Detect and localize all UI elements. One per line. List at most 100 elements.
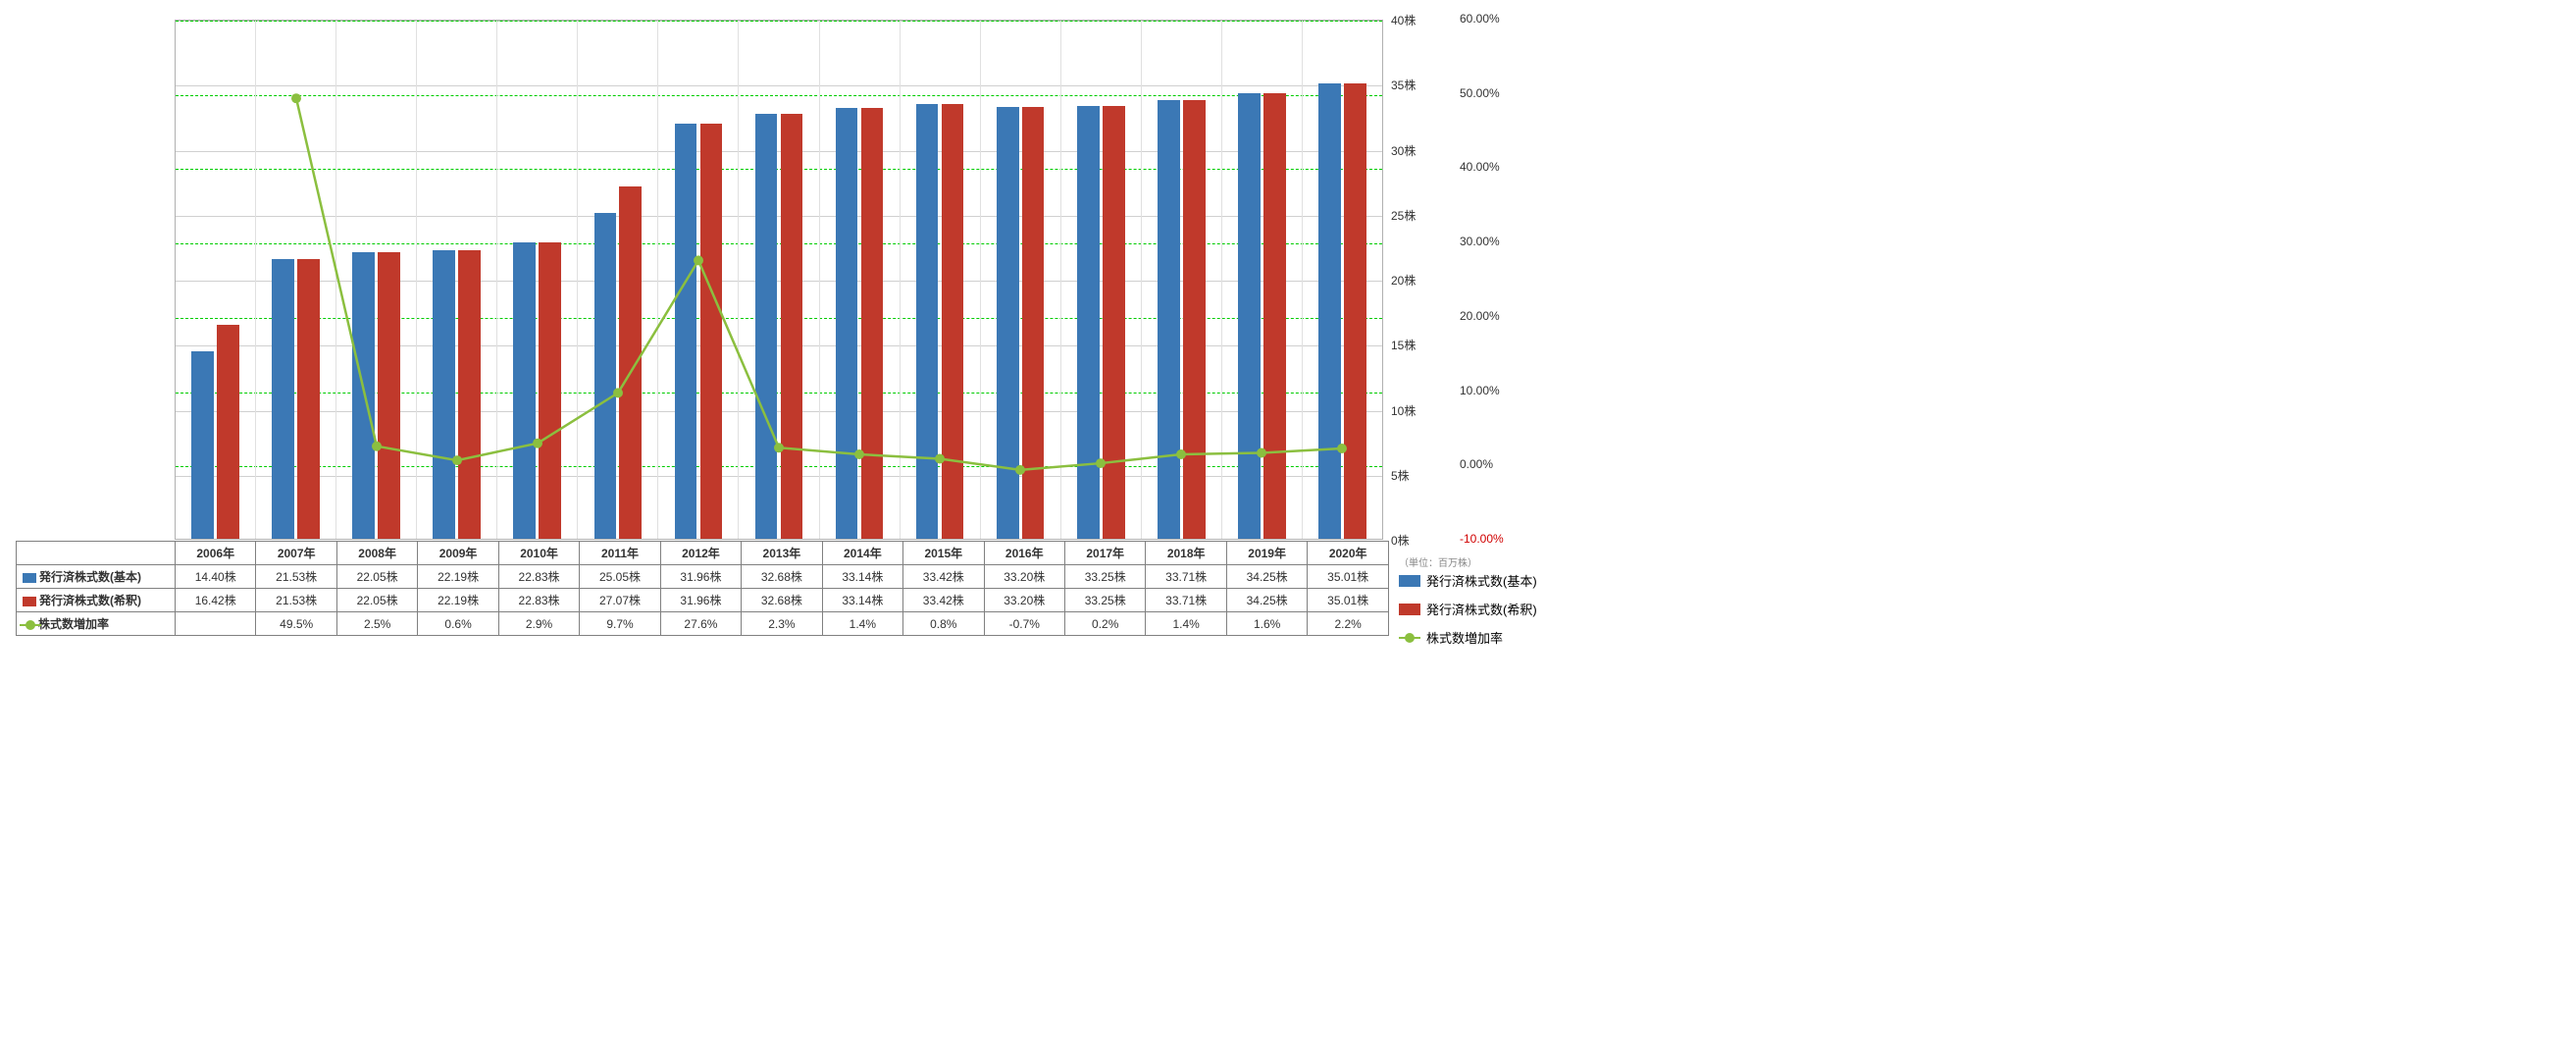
bar-basic bbox=[675, 124, 697, 539]
bar-diluted bbox=[861, 108, 884, 539]
table-cell: 33.42株 bbox=[903, 589, 984, 612]
year-slot bbox=[981, 21, 1061, 539]
table-col-header: 2011年 bbox=[580, 542, 660, 565]
table-cell: 33.42株 bbox=[903, 565, 984, 589]
legend: 発行済株式数(基本) 発行済株式数(希釈) 株式数増加率 bbox=[1399, 571, 1537, 657]
legend-item-growth: 株式数増加率 bbox=[1399, 628, 1537, 647]
table-cell: 34.25株 bbox=[1226, 565, 1307, 589]
table-col-header: 2019年 bbox=[1226, 542, 1307, 565]
unit-note: （単位：百万株） bbox=[1399, 554, 1477, 569]
bar-basic bbox=[513, 242, 536, 539]
bar-diluted bbox=[942, 104, 964, 539]
table-corner bbox=[17, 542, 176, 565]
table-cell: 22.05株 bbox=[336, 589, 417, 612]
table-cell: -0.7% bbox=[984, 612, 1064, 636]
y-tick-percent: 0.00% bbox=[1460, 457, 1493, 471]
table-cell: 33.71株 bbox=[1146, 589, 1226, 612]
y-tick-percent: 20.00% bbox=[1460, 309, 1500, 323]
bar-diluted bbox=[1103, 106, 1125, 539]
bar-basic bbox=[1318, 83, 1341, 539]
table-row-header: 株式数増加率 bbox=[17, 612, 176, 636]
bar-basic bbox=[836, 108, 858, 539]
table-cell: 21.53株 bbox=[256, 565, 336, 589]
year-slot bbox=[1061, 21, 1142, 539]
year-slot bbox=[658, 21, 739, 539]
table-cell: 33.25株 bbox=[1064, 565, 1145, 589]
y-tick-shares: 10株 bbox=[1391, 402, 1416, 419]
year-slot bbox=[256, 21, 336, 539]
y-tick-shares: 0株 bbox=[1391, 532, 1410, 549]
table-col-header: 2015年 bbox=[903, 542, 984, 565]
table-cell: 31.96株 bbox=[660, 589, 741, 612]
legend-item-diluted: 発行済株式数(希釈) bbox=[1399, 600, 1537, 618]
bar-basic bbox=[433, 250, 455, 539]
table-col-header: 2017年 bbox=[1064, 542, 1145, 565]
table-col-header: 2016年 bbox=[984, 542, 1064, 565]
data-table: 2006年2007年2008年2009年2010年2011年2012年2013年… bbox=[16, 541, 1389, 636]
bar-basic bbox=[1077, 106, 1100, 539]
y-tick-percent: 60.00% bbox=[1460, 12, 1500, 26]
table-cell: 31.96株 bbox=[660, 565, 741, 589]
table-cell: 21.53株 bbox=[256, 589, 336, 612]
table-col-header: 2012年 bbox=[660, 542, 741, 565]
y-tick-percent: -10.00% bbox=[1460, 532, 1504, 546]
year-slot bbox=[820, 21, 901, 539]
table-cell: 2.3% bbox=[742, 612, 822, 636]
table-cell: 16.42株 bbox=[176, 589, 256, 612]
table-col-header: 2018年 bbox=[1146, 542, 1226, 565]
table-cell: 25.05株 bbox=[580, 565, 660, 589]
table-cell: 49.5% bbox=[256, 612, 336, 636]
y-tick-shares: 30株 bbox=[1391, 142, 1416, 159]
bar-diluted bbox=[619, 186, 642, 539]
table-row-header: 発行済株式数(基本) bbox=[17, 565, 176, 589]
table-cell: 33.20株 bbox=[984, 565, 1064, 589]
table-cell: 2.5% bbox=[336, 612, 417, 636]
table-cell: 32.68株 bbox=[742, 565, 822, 589]
bar-basic bbox=[916, 104, 939, 539]
table-cell: 2.9% bbox=[498, 612, 579, 636]
y-axis-shares: 0株5株10株15株20株25株30株35株40株 bbox=[1391, 20, 1450, 540]
y-tick-percent: 40.00% bbox=[1460, 160, 1500, 174]
table-cell: 35.01株 bbox=[1308, 589, 1389, 612]
legend-label: 発行済株式数(希釈) bbox=[1426, 600, 1537, 618]
table-cell: 32.68株 bbox=[742, 589, 822, 612]
table-cell: 33.71株 bbox=[1146, 565, 1226, 589]
year-slot bbox=[1303, 21, 1382, 539]
year-slot bbox=[739, 21, 819, 539]
table-row-header: 発行済株式数(希釈) bbox=[17, 589, 176, 612]
bar-basic bbox=[352, 252, 375, 539]
year-slot bbox=[1142, 21, 1222, 539]
y-tick-percent: 10.00% bbox=[1460, 384, 1500, 397]
table-cell: 2.2% bbox=[1308, 612, 1389, 636]
table-col-header: 2014年 bbox=[822, 542, 902, 565]
bar-diluted bbox=[700, 124, 723, 539]
table-cell: 33.14株 bbox=[822, 589, 902, 612]
table-col-header: 2013年 bbox=[742, 542, 822, 565]
year-slot bbox=[901, 21, 981, 539]
chart-plot-area bbox=[175, 20, 1383, 540]
year-slot bbox=[497, 21, 578, 539]
year-slot bbox=[417, 21, 497, 539]
table-cell: 9.7% bbox=[580, 612, 660, 636]
y-tick-shares: 5株 bbox=[1391, 467, 1410, 484]
table-cell: 33.20株 bbox=[984, 589, 1064, 612]
table-cell: 22.83株 bbox=[498, 589, 579, 612]
bar-basic bbox=[1158, 100, 1180, 539]
table-cell: 1.4% bbox=[822, 612, 902, 636]
table-cell: 22.19株 bbox=[418, 565, 498, 589]
table-col-header: 2006年 bbox=[176, 542, 256, 565]
bar-diluted bbox=[539, 242, 561, 539]
table-cell: 0.6% bbox=[418, 612, 498, 636]
table-cell: 34.25株 bbox=[1226, 589, 1307, 612]
chart-container: 0株5株10株15株20株25株30株35株40株 -10.00%0.00%10… bbox=[10, 10, 2566, 1041]
bar-diluted bbox=[378, 252, 400, 539]
legend-item-basic: 発行済株式数(基本) bbox=[1399, 571, 1537, 590]
bar-basic bbox=[1238, 93, 1261, 539]
table-cell bbox=[176, 612, 256, 636]
y-tick-shares: 25株 bbox=[1391, 207, 1416, 224]
bar-basic bbox=[997, 107, 1019, 539]
table-cell: 22.05株 bbox=[336, 565, 417, 589]
table-cell: 35.01株 bbox=[1308, 565, 1389, 589]
bar-basic bbox=[191, 351, 214, 539]
table-cell: 1.4% bbox=[1146, 612, 1226, 636]
